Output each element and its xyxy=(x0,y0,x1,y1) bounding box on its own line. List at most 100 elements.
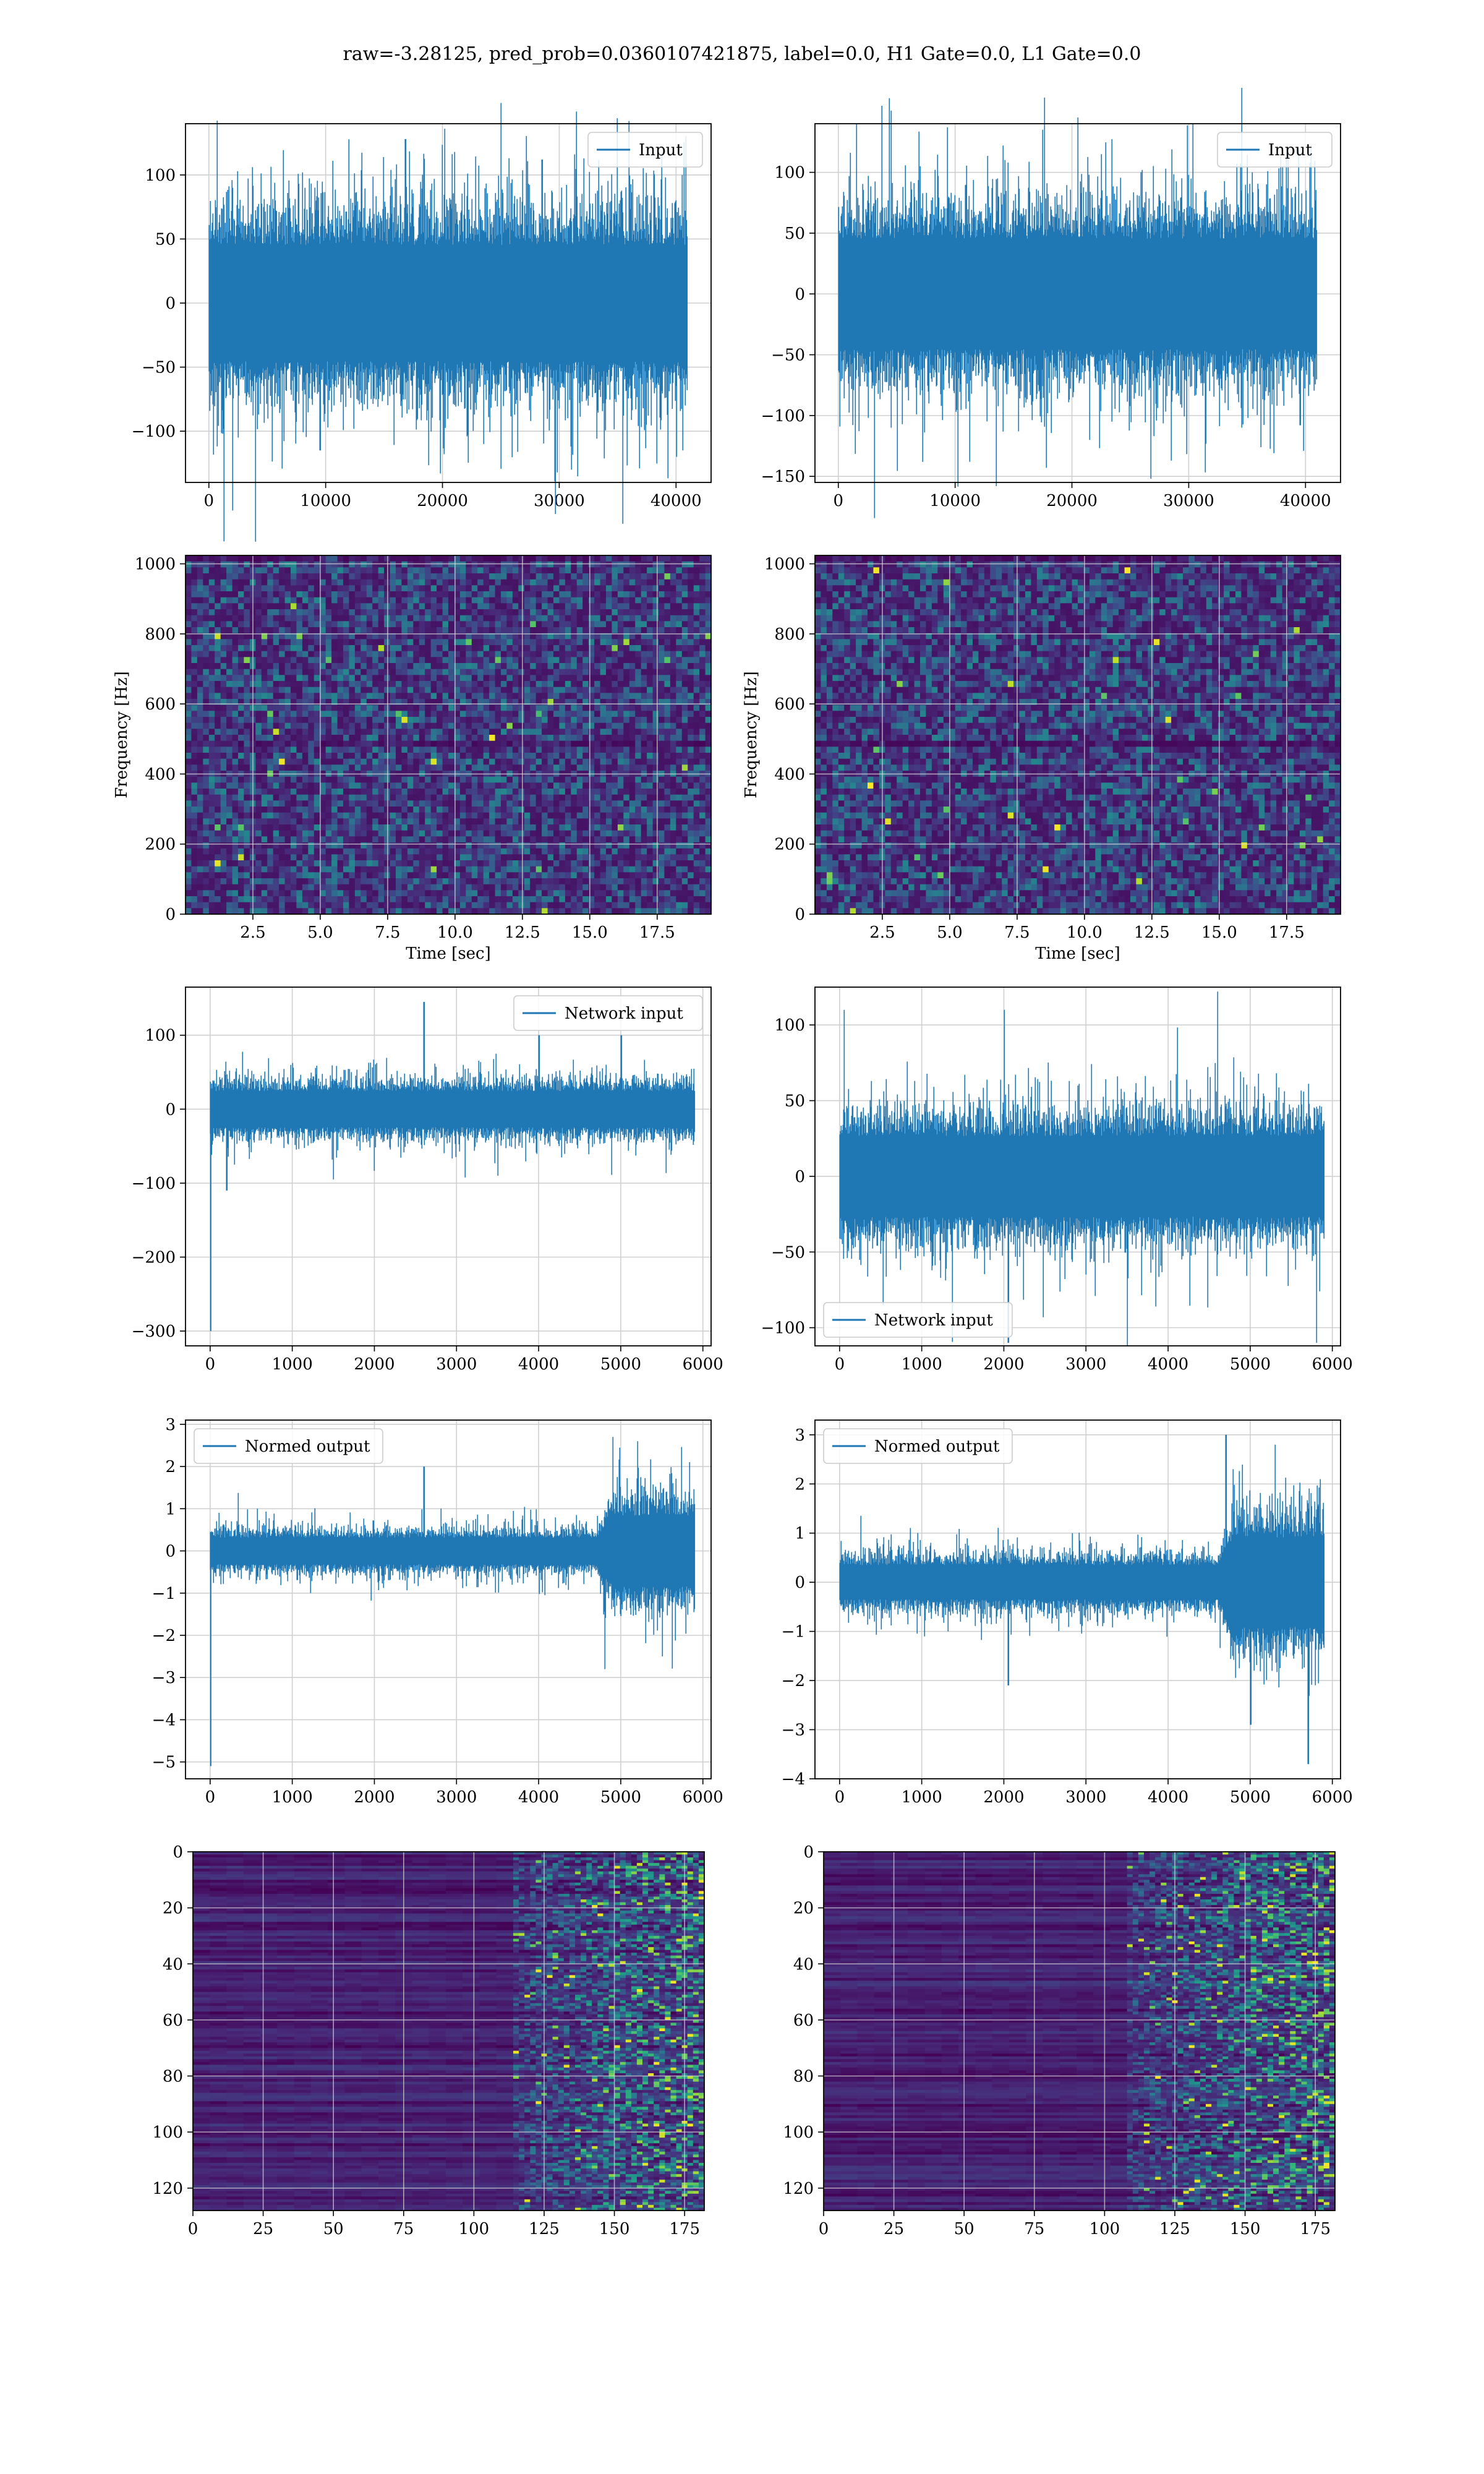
heatmap-cell xyxy=(548,681,554,687)
heatmap-cell xyxy=(641,609,647,615)
heatmap-cell xyxy=(413,818,419,824)
heatmap-cell xyxy=(367,795,373,801)
heatmap-cell xyxy=(349,573,355,580)
heatmap-cell xyxy=(378,782,385,789)
heatmap-cell xyxy=(232,562,239,568)
heatmap-cell xyxy=(542,573,548,580)
heatmap-cell xyxy=(664,663,670,669)
heatmap-cell xyxy=(536,711,542,717)
heatmap-cell xyxy=(489,562,495,568)
heatmap-cell xyxy=(396,645,402,651)
heatmap-cell xyxy=(600,675,607,681)
heatmap-cell xyxy=(419,789,425,795)
heatmap-cell xyxy=(262,603,268,609)
heatmap-cell xyxy=(244,621,250,627)
heatmap-cell xyxy=(559,585,565,591)
heatmap-cell xyxy=(477,723,484,729)
heatmap-cell xyxy=(699,818,706,824)
heatmap-cell xyxy=(267,645,273,651)
heatmap-cell xyxy=(647,782,653,789)
heatmap-cell xyxy=(448,813,454,819)
heatmap-cell xyxy=(606,609,612,615)
heatmap-cell xyxy=(419,711,425,717)
heatmap-cell xyxy=(401,753,407,759)
heatmap-cell xyxy=(536,789,542,795)
heatmap-cell xyxy=(338,747,344,753)
heatmap-cell xyxy=(372,741,378,747)
heatmap-cell xyxy=(629,741,636,747)
heatmap-cell xyxy=(232,831,239,837)
heatmap-cell xyxy=(378,807,385,813)
heatmap-cell xyxy=(647,764,653,771)
heatmap-cell xyxy=(378,813,385,819)
heatmap-cell xyxy=(472,615,478,622)
heatmap-cell xyxy=(296,645,302,651)
heatmap-cell xyxy=(513,580,519,586)
heatmap-cell xyxy=(349,747,355,753)
heatmap-cell xyxy=(513,813,519,819)
heatmap-cell xyxy=(262,567,268,573)
heatmap-cell xyxy=(308,639,314,645)
heatmap-cell xyxy=(186,723,192,729)
heatmap-cell xyxy=(682,836,688,842)
heatmap-cell xyxy=(396,687,402,693)
heatmap-cell xyxy=(495,645,501,651)
heatmap-cell xyxy=(186,747,192,753)
heatmap-cell xyxy=(664,627,670,633)
heatmap-cell xyxy=(606,669,612,675)
heatmap-cell xyxy=(688,591,694,597)
heatmap-cell xyxy=(472,759,478,765)
heatmap-cell xyxy=(343,824,349,831)
heatmap-cell xyxy=(553,789,560,795)
heatmap-cell xyxy=(460,782,466,789)
heatmap-cell xyxy=(425,663,431,669)
heatmap-cell xyxy=(437,615,443,622)
heatmap-cell xyxy=(197,777,203,783)
heatmap-cell xyxy=(255,723,262,729)
heatmap-cell xyxy=(495,789,501,795)
heatmap-cell xyxy=(460,585,466,591)
heatmap-cell xyxy=(226,585,232,591)
heatmap-cell xyxy=(349,818,355,824)
heatmap-cell xyxy=(553,753,560,759)
heatmap-cell xyxy=(676,723,682,729)
heatmap-cell xyxy=(326,580,332,586)
heatmap-cell xyxy=(232,580,239,586)
heatmap-cell xyxy=(407,609,414,615)
heatmap-cell xyxy=(635,675,641,681)
heatmap-cell xyxy=(548,580,554,586)
heatmap-cell xyxy=(594,705,600,711)
heatmap-cell xyxy=(477,831,484,837)
heatmap-cell xyxy=(349,580,355,586)
heatmap-cell xyxy=(267,675,273,681)
heatmap-cell xyxy=(197,747,203,753)
heatmap-cell xyxy=(378,681,385,687)
heatmap-cell xyxy=(331,807,338,813)
heatmap-cell xyxy=(553,591,560,597)
heatmap-cell xyxy=(460,711,466,717)
heatmap-cell xyxy=(659,836,665,842)
heatmap-cell xyxy=(635,735,641,741)
heatmap-cell xyxy=(501,693,507,699)
heatmap-cell xyxy=(530,615,536,622)
heatmap-cell xyxy=(565,609,571,615)
heatmap-cell xyxy=(670,747,676,753)
legend: Input xyxy=(588,132,702,167)
heatmap-cell xyxy=(425,818,431,824)
heatmap-cell xyxy=(186,669,192,675)
heatmap-cell xyxy=(594,675,600,681)
heatmap-cell xyxy=(524,591,531,597)
heatmap-cell xyxy=(384,669,390,675)
heatmap-cell xyxy=(407,651,414,657)
heatmap-cell xyxy=(536,591,542,597)
heatmap-cell xyxy=(594,687,600,693)
heatmap-cell xyxy=(343,609,349,615)
heatmap-cell xyxy=(360,800,367,807)
heatmap-cell xyxy=(484,795,490,801)
heatmap-cell xyxy=(600,824,607,831)
heatmap-cell xyxy=(331,651,338,657)
heatmap-cell xyxy=(623,741,629,747)
heatmap-cell xyxy=(477,818,484,824)
heatmap-cell xyxy=(384,693,390,699)
heatmap-cell xyxy=(506,705,513,711)
